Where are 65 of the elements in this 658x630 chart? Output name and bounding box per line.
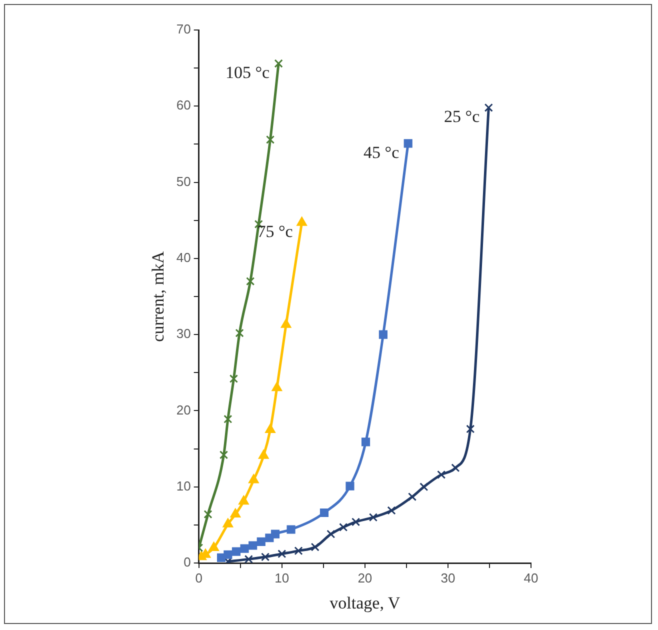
point bbox=[248, 474, 259, 484]
point bbox=[240, 544, 249, 553]
point bbox=[219, 450, 228, 460]
y-tick-label: 10 bbox=[176, 478, 191, 494]
point bbox=[204, 510, 212, 519]
point bbox=[230, 508, 240, 518]
point bbox=[404, 139, 412, 148]
point bbox=[232, 547, 241, 556]
x-tick-label: 20 bbox=[358, 570, 372, 586]
point bbox=[368, 513, 378, 522]
point bbox=[265, 424, 276, 433]
point bbox=[484, 103, 493, 112]
y-tick-label: 70 bbox=[176, 22, 191, 37]
point bbox=[310, 542, 320, 552]
point bbox=[451, 464, 460, 472]
point bbox=[466, 424, 475, 434]
y-tick-label: 50 bbox=[176, 174, 191, 189]
point bbox=[296, 216, 307, 226]
y-tick-label: 20 bbox=[176, 402, 191, 418]
y-tick-label: 40 bbox=[176, 250, 191, 266]
point bbox=[246, 276, 255, 286]
series-label: 45 °c bbox=[364, 142, 400, 162]
series-label: 25 °c bbox=[444, 107, 480, 126]
point bbox=[286, 525, 296, 534]
y-tick-label: 0 bbox=[184, 554, 191, 570]
series-label: 105 °c bbox=[225, 62, 270, 82]
point bbox=[294, 546, 303, 556]
point bbox=[248, 541, 258, 550]
point bbox=[224, 414, 232, 424]
point bbox=[352, 518, 360, 526]
point bbox=[222, 518, 234, 528]
point bbox=[256, 537, 266, 546]
point bbox=[361, 438, 370, 446]
point bbox=[420, 482, 428, 492]
point bbox=[270, 530, 280, 538]
x-axis-title: voltage, V bbox=[330, 593, 401, 612]
x-tick-label: 40 bbox=[524, 570, 538, 586]
point bbox=[346, 482, 354, 490]
y-axis-title: current, mkA bbox=[148, 250, 168, 342]
x-tick-label: 10 bbox=[274, 570, 290, 586]
point bbox=[437, 470, 446, 479]
point bbox=[387, 506, 396, 515]
y-tick-label: 30 bbox=[176, 326, 191, 342]
point bbox=[224, 550, 232, 559]
point bbox=[258, 450, 269, 459]
point bbox=[326, 530, 336, 538]
y-tick-label: 60 bbox=[176, 98, 191, 113]
point bbox=[244, 554, 253, 563]
point bbox=[229, 374, 238, 384]
point bbox=[261, 552, 270, 562]
x-tick-label: 30 bbox=[440, 570, 456, 586]
point bbox=[320, 508, 329, 518]
series-label: 75 °c bbox=[257, 222, 294, 242]
point bbox=[235, 328, 244, 338]
point bbox=[280, 318, 292, 328]
point bbox=[272, 382, 282, 392]
point bbox=[208, 542, 219, 552]
point bbox=[339, 522, 348, 532]
x-tick-label: 0 bbox=[195, 570, 202, 586]
point bbox=[238, 496, 249, 505]
point bbox=[278, 550, 286, 558]
point bbox=[274, 59, 283, 68]
point bbox=[266, 135, 275, 144]
point bbox=[378, 330, 388, 339]
point bbox=[408, 492, 417, 502]
